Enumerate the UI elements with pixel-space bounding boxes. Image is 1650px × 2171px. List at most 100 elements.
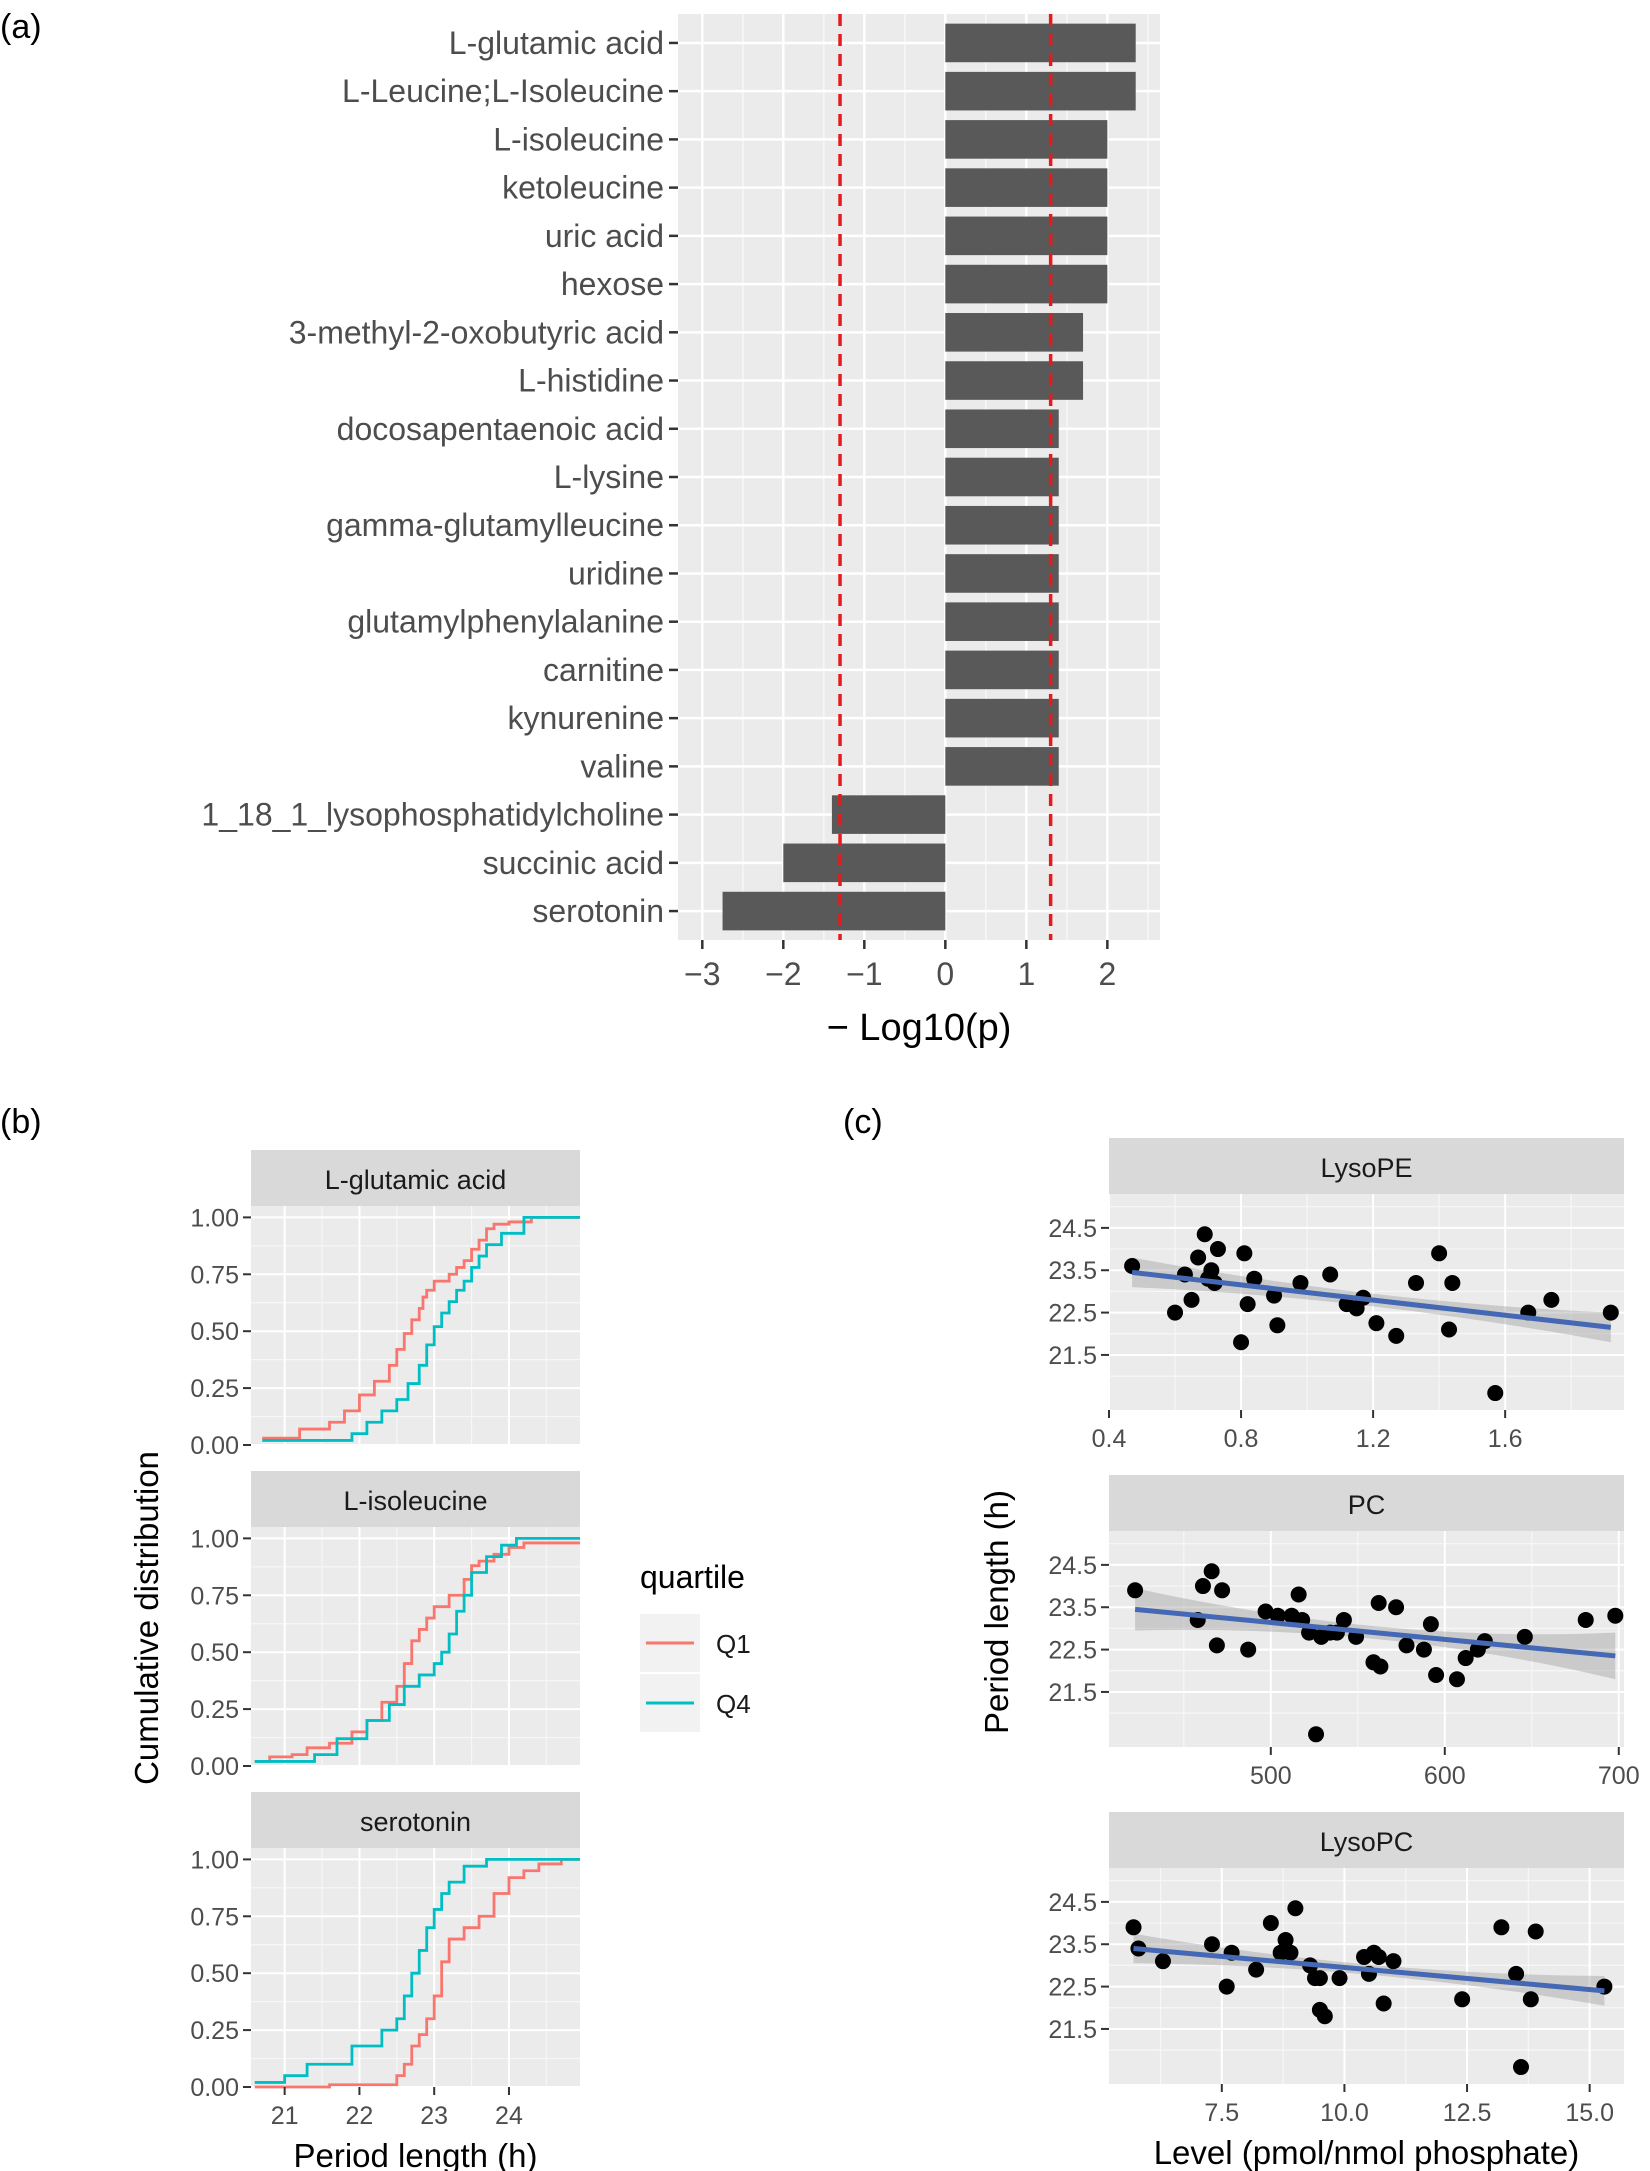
x-tick-label: 1 <box>1017 956 1035 992</box>
ecdf-line-q1 <box>262 1215 580 1440</box>
data-point <box>1239 1296 1256 1313</box>
bar <box>945 313 1084 352</box>
facet-strip <box>251 1792 580 1848</box>
chart-c-scatter: LysoPE 21.5 22.5 23.5 24.5 0.4 0.8 1.2 1.6 PC 21.5… <box>978 1138 1640 2171</box>
data-point <box>1431 1245 1448 1262</box>
legend-label: Q4 <box>716 1689 751 1719</box>
data-point <box>1388 1599 1405 1616</box>
data-point <box>1448 1671 1465 1688</box>
bar <box>945 168 1108 207</box>
data-point <box>1127 1582 1144 1599</box>
chart-b-ecdf: L-glutamic acid 0.00 0.25 0.50 0.75 1.00 L-iso… <box>128 1150 751 2171</box>
data-point <box>1457 1650 1474 1667</box>
data-point <box>1444 1274 1461 1291</box>
y-tick-label: 1.00 <box>190 1846 239 1874</box>
bar <box>945 698 1059 738</box>
y-tick-label: 0.50 <box>190 1960 239 1988</box>
data-point <box>1282 1944 1299 1961</box>
data-point <box>1331 1970 1348 1987</box>
category-label: 3-methyl-2-oxobutyric acid <box>289 314 664 350</box>
panel-label-c: (c) <box>843 1103 883 1141</box>
data-point <box>1292 1274 1309 1291</box>
plot-panel <box>251 1206 580 1445</box>
ecdf-line-q1 <box>254 1541 580 1763</box>
category-label: hexose <box>561 266 664 302</box>
y-tick-label: 21.5 <box>1048 2016 1097 2044</box>
y-tick-label: 23.5 <box>1048 1257 1097 1285</box>
x-tick-label: 700 <box>1598 1762 1640 1790</box>
category-label: kynurenine <box>507 700 664 736</box>
y-tick-label: 21.5 <box>1048 1342 1097 1370</box>
bar <box>722 891 946 931</box>
data-point <box>1196 1226 1213 1243</box>
data-point <box>1209 1241 1226 1258</box>
data-point <box>1602 1304 1619 1321</box>
data-point <box>1441 1321 1458 1338</box>
y-axis-title: Cumulative distribution <box>128 1451 165 1785</box>
data-point <box>1218 1978 1235 1995</box>
data-point <box>1508 1965 1525 1982</box>
fit-line <box>1133 1945 1605 1994</box>
x-tick-label: 1.2 <box>1356 1425 1391 1453</box>
panel-label-b: (b) <box>0 1103 42 1141</box>
bar <box>831 795 946 834</box>
bar <box>945 457 1059 497</box>
data-point <box>1240 1641 1257 1658</box>
facet-strip-label: L-glutamic acid <box>325 1165 507 1195</box>
data-point <box>1368 1315 1385 1332</box>
y-tick-label: 0.00 <box>190 2074 239 2102</box>
plot-panel <box>1109 1531 1624 1747</box>
data-point <box>1167 1304 1184 1321</box>
category-label: carnitine <box>543 652 664 688</box>
plot-panel <box>251 1527 580 1766</box>
y-tick-label: 21.5 <box>1048 1679 1097 1707</box>
x-tick-label: −1 <box>846 956 882 992</box>
category-label: uric acid <box>545 218 664 254</box>
data-point <box>1248 1961 1265 1978</box>
data-point <box>1124 1258 1141 1274</box>
facet-strip <box>1109 1475 1624 1531</box>
legend: quartile Q1 Q4 <box>640 1559 751 1732</box>
data-point <box>1316 2008 1333 2025</box>
y-tick-label: 0.75 <box>190 1261 239 1289</box>
legend-title: quartile <box>640 1559 745 1595</box>
category-label: serotonin <box>532 893 664 929</box>
y-tick-label: 24.5 <box>1048 1889 1097 1917</box>
data-point <box>1487 1385 1504 1402</box>
x-tick-label: 23 <box>420 2102 448 2130</box>
facet-strip-label: L-isoleucine <box>343 1486 487 1516</box>
ecdf-line-q1 <box>254 1857 580 2089</box>
x-axis-title: Level (pmol/nmol phosphate) <box>1154 2134 1580 2171</box>
data-point <box>1398 1637 1415 1654</box>
bar <box>945 23 1136 63</box>
data-point <box>1194 1578 1211 1595</box>
category-label: L-lysine <box>554 459 664 495</box>
bar <box>945 409 1059 449</box>
data-point <box>1290 1586 1307 1603</box>
data-point <box>1522 1991 1539 2008</box>
ecdf-line-q4 <box>254 1857 580 2084</box>
data-point <box>1385 1953 1402 1970</box>
data-point <box>1308 1726 1325 1743</box>
data-point <box>1422 1616 1439 1633</box>
y-tick-label: 23.5 <box>1048 1931 1097 1959</box>
bar <box>945 71 1136 111</box>
x-tick-label: 12.5 <box>1443 2099 1492 2127</box>
data-point <box>1370 1948 1387 1965</box>
data-point <box>1208 1637 1225 1654</box>
category-label: L-histidine <box>518 363 664 399</box>
data-point <box>1375 1995 1392 2012</box>
x-tick-label: 500 <box>1250 1762 1292 1790</box>
y-tick-label: 0.00 <box>190 1753 239 1781</box>
data-point <box>1246 1270 1263 1287</box>
y-tick-label: 0.25 <box>190 1375 239 1403</box>
data-point <box>1513 2059 1529 2076</box>
bar <box>783 843 946 883</box>
category-label: L-isoleucine <box>493 121 664 157</box>
data-point <box>1428 1667 1445 1683</box>
data-point <box>1154 1953 1171 1970</box>
category-label: ketoleucine <box>502 170 664 206</box>
chart-a-bar: L-glutamic acid L-Leucine;L-Isoleucine L-i… <box>201 14 1160 1049</box>
data-point <box>1233 1334 1250 1351</box>
